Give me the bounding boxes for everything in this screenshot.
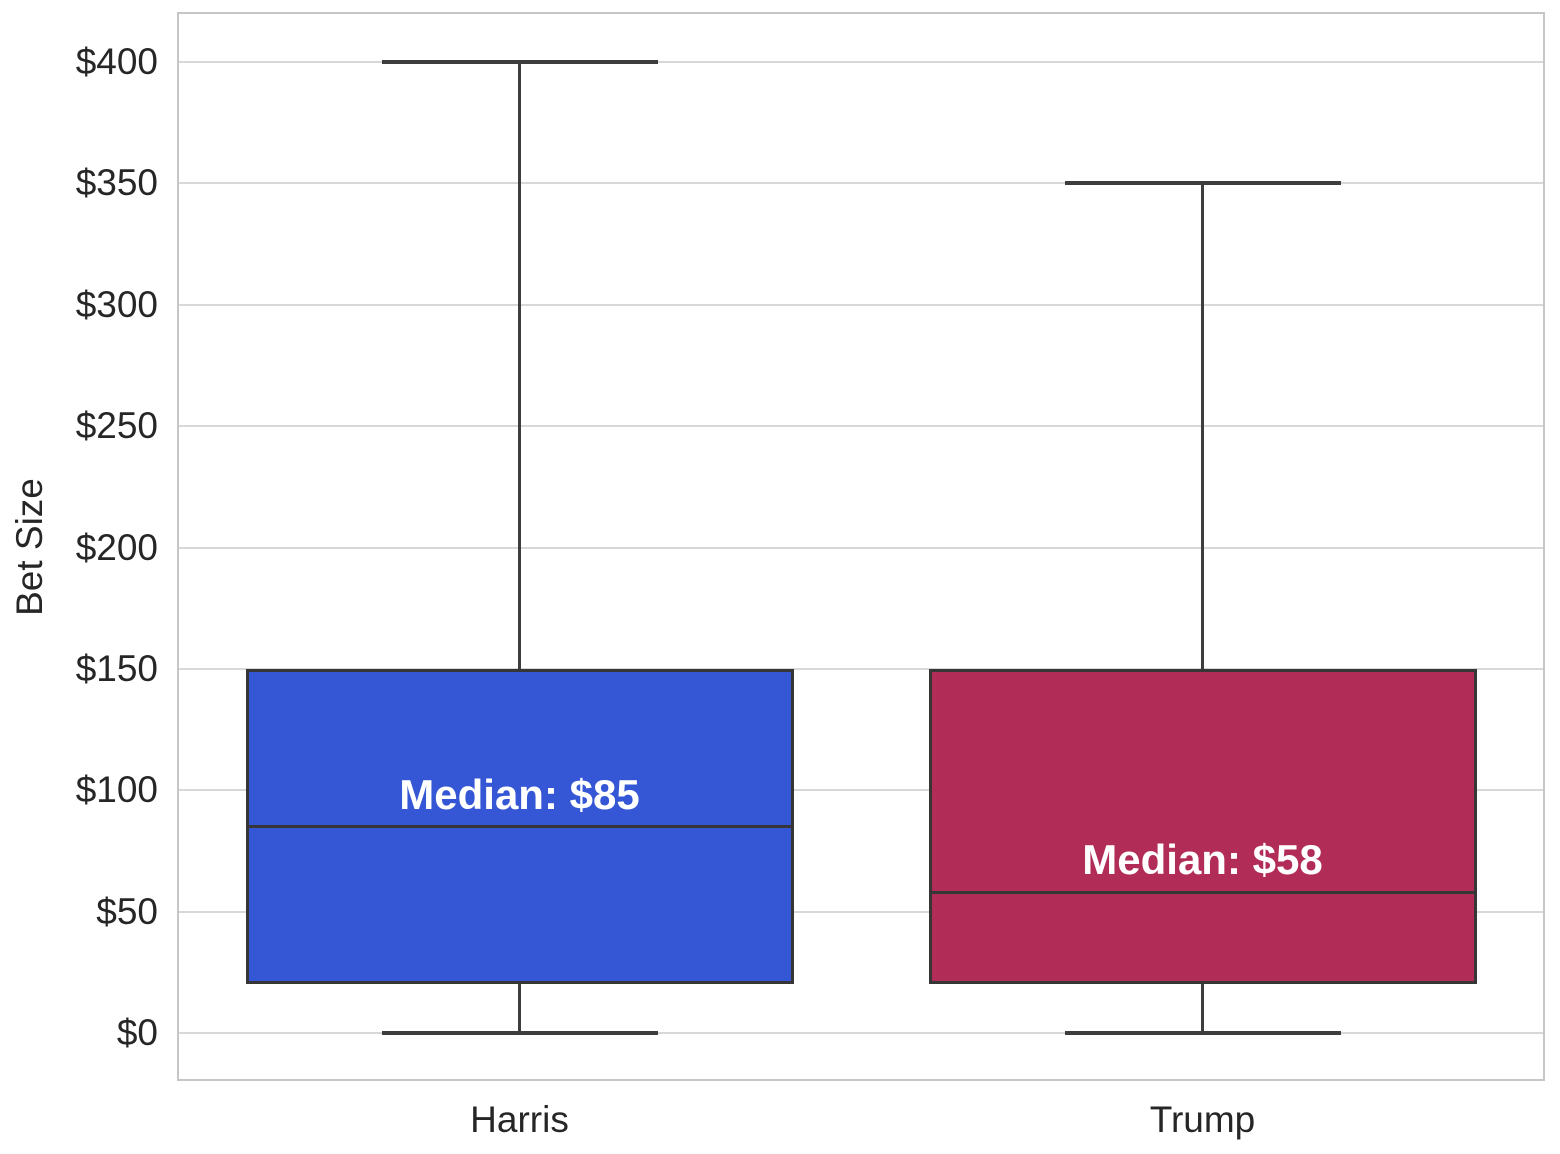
gridline [178, 1032, 1544, 1034]
y-tick-label: $50 [96, 890, 158, 932]
gridline [178, 182, 1544, 185]
whisker-cap-upper-trump [1064, 181, 1341, 186]
median-label-trump: Median: $58 [1082, 836, 1323, 884]
box-trump [928, 668, 1477, 985]
whisker-cap-lower-harris [381, 1031, 658, 1035]
y-tick-label: $0 [116, 1012, 158, 1053]
gridline [178, 425, 1544, 428]
x-tick-label-trump: Trump [1149, 1099, 1256, 1140]
whisker-cap-upper-harris [381, 60, 658, 64]
gridline [178, 546, 1544, 549]
plot-area-border [177, 12, 1545, 1081]
y-tick-label: $100 [75, 769, 158, 811]
gridline [178, 667, 1544, 670]
x-tick-label-harris: Harris [470, 1099, 569, 1140]
whisker-lower-trump [1201, 984, 1204, 1033]
y-tick-label: $200 [75, 526, 158, 568]
y-tick-label: $150 [75, 647, 158, 689]
whisker-upper-harris [518, 62, 521, 669]
whisker-lower-harris [518, 984, 521, 1033]
gridline [178, 61, 1544, 63]
median-label-harris: Median: $85 [399, 770, 640, 818]
y-tick-label: $400 [75, 41, 158, 82]
whisker-cap-lower-trump [1064, 1031, 1341, 1035]
median-line-trump [928, 890, 1477, 894]
gridline [178, 789, 1544, 792]
gridline [178, 910, 1544, 913]
y-tick-label: $300 [75, 283, 158, 325]
median-line-harris [245, 825, 794, 829]
y-tick-label: $350 [75, 162, 158, 204]
whisker-upper-trump [1201, 183, 1204, 669]
y-tick-label: $250 [75, 405, 158, 447]
gridline [178, 303, 1544, 306]
